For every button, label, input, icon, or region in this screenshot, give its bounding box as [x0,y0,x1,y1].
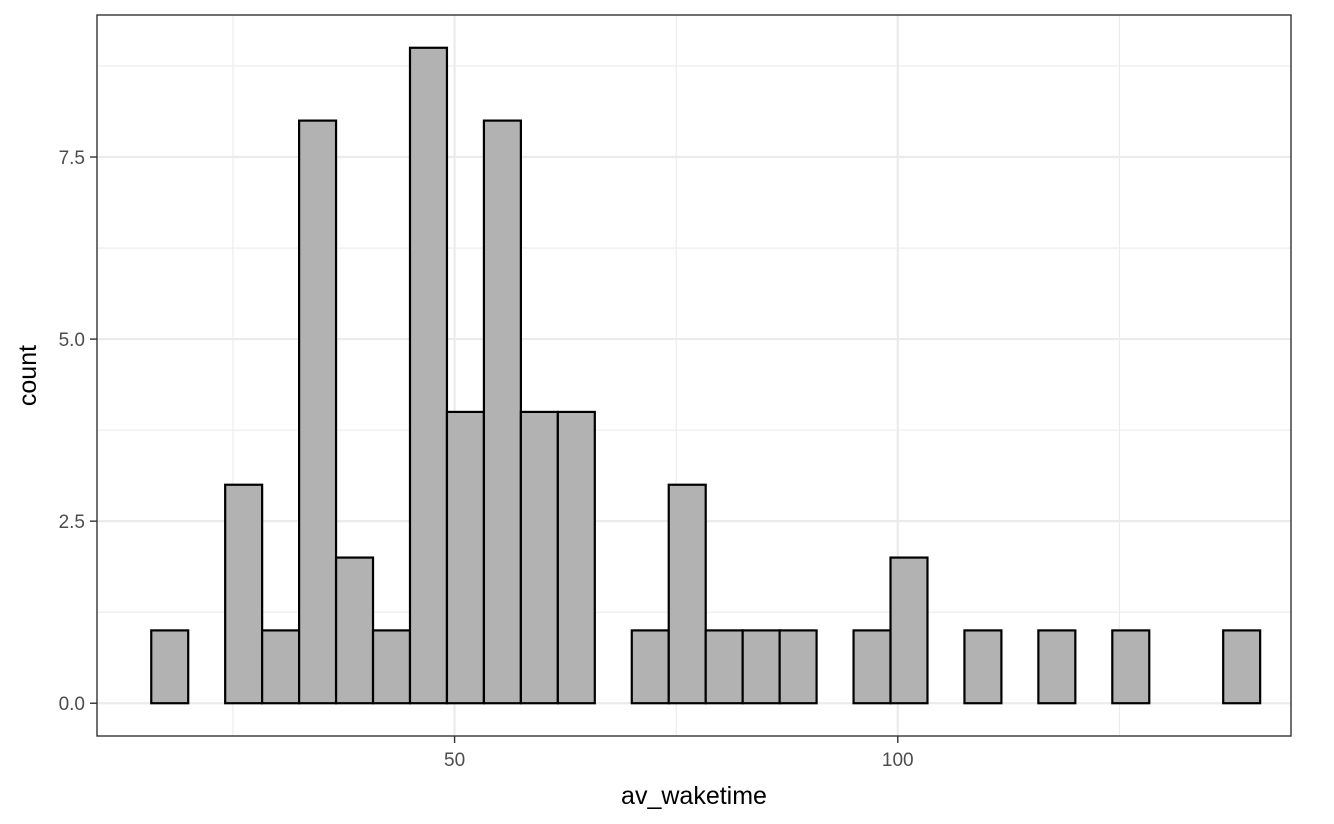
histogram-bar-9 [482,119,522,705]
y-axis-title: count [14,345,42,406]
histogram-bar-10 [519,410,559,705]
histogram-bar-15 [704,629,744,705]
y-tick-label-3: 7.5 [59,148,85,169]
histogram-bar-6 [371,629,412,705]
histogram-bar-11 [556,410,596,705]
histogram-bar-14 [667,483,707,705]
histogram-bar-26 [1111,629,1151,705]
x-tick-label-0: 50 [444,750,465,771]
histogram-bar-3 [261,629,301,705]
x-axis-ticks: 50 100 [444,736,914,771]
y-tick-label-0: 0.0 [59,694,85,715]
histogram-bar-8 [445,410,486,705]
histogram-bar-13 [630,629,670,705]
histogram-bar-29 [1222,629,1262,705]
histogram-bar-20 [889,556,929,705]
y-tick-label-2: 5.0 [59,330,85,351]
x-tick-label-1: 100 [882,750,914,771]
histogram-bars [150,46,1262,705]
y-axis-ticks: 0.0 2.5 5.0 7.5 [59,148,97,715]
histogram-bar-4 [298,119,338,705]
panel-border [96,14,1292,737]
histogram-bar-22 [963,629,1003,705]
x-axis-title: av_waketime [621,782,767,810]
histogram-bar-5 [334,556,375,705]
histogram-bar-0 [150,629,190,705]
histogram-bar-2 [224,483,264,705]
histogram-bar-24 [1037,629,1077,705]
histogram-bar-7 [408,46,449,705]
histogram-bar-19 [852,629,892,705]
y-tick-label-1: 2.5 [59,512,85,533]
histogram-bar-17 [778,629,818,705]
histogram-bar-16 [741,629,781,705]
